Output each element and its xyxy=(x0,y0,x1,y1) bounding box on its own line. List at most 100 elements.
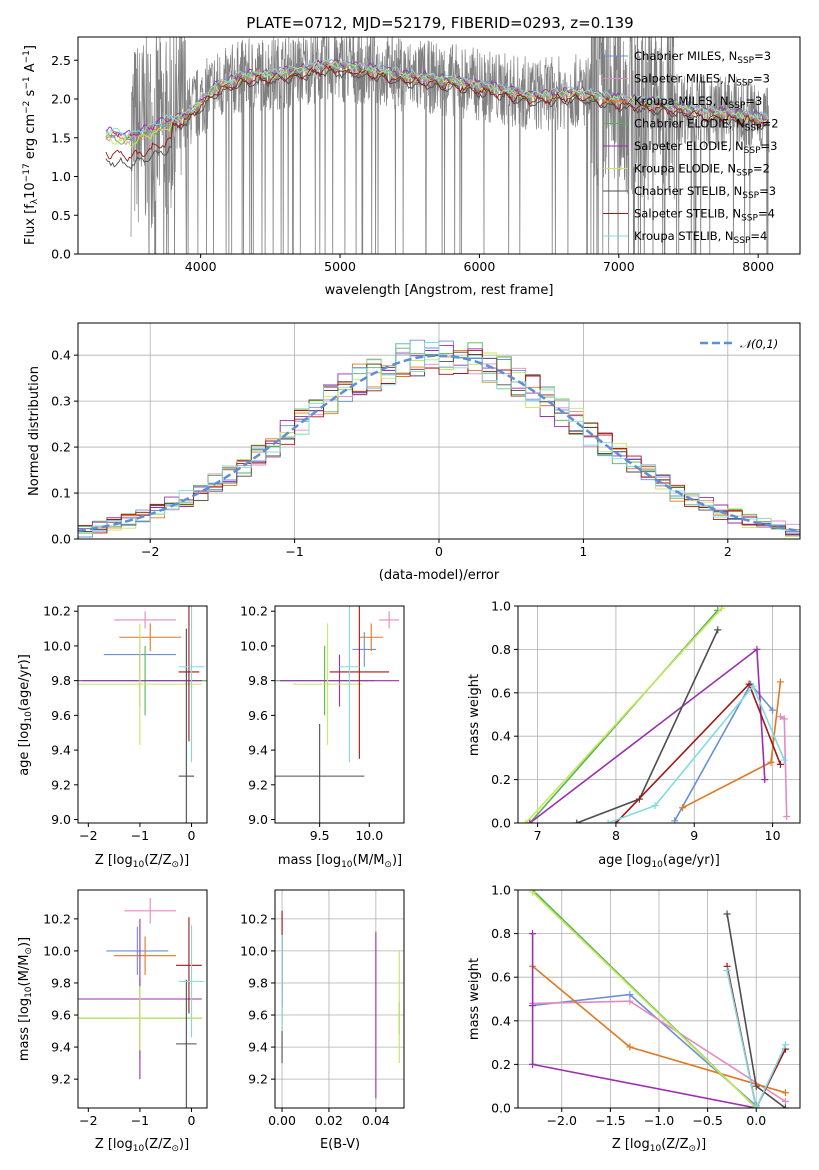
label-part: 10 xyxy=(23,182,38,199)
weight-age-xlabel: age [log10(age/yr)] xyxy=(598,853,720,870)
y-tick-label: 0.8 xyxy=(491,926,511,941)
x-tick-label: −1 xyxy=(285,544,303,559)
y-tick-label: 0.1 xyxy=(51,486,71,501)
y-tick-label: 0.6 xyxy=(491,685,511,700)
label-part: )] xyxy=(392,853,402,868)
y-tick-label: 1.0 xyxy=(491,599,511,614)
label-part: Z [log xyxy=(95,853,133,868)
figure-title: PLATE=0712, MJD=52179, FIBERID=0293, z=0… xyxy=(246,14,633,32)
y-tick-label: 9.4 xyxy=(248,743,268,758)
mass-Z-ylabel: mass [log10(M/M⊙)] xyxy=(17,937,34,1061)
label-part: age/yr xyxy=(17,664,32,706)
normal-curve xyxy=(78,354,800,533)
weight-marker xyxy=(781,1104,789,1108)
y-tick-label: 10.2 xyxy=(240,911,268,926)
x-tick-label: 7 xyxy=(534,828,542,843)
weight-marker xyxy=(529,930,537,938)
label-part: )] xyxy=(696,1137,706,1152)
spectrum-xlabel: wavelength [Angstrom, rest frame] xyxy=(325,283,554,298)
label-part: (data-model)/error xyxy=(379,568,500,583)
y-tick-label: 10.2 xyxy=(43,604,71,619)
y-tick-label: 2.0 xyxy=(51,92,71,107)
label-part: Z/Z xyxy=(149,853,171,868)
label-part: ] xyxy=(23,45,38,50)
label-part: 10 xyxy=(651,860,663,870)
label-part: Chabrier ELODIE, N xyxy=(634,117,745,131)
x-tick-label: 1 xyxy=(579,544,587,559)
mass-EBV-xlabel: E(B-V) xyxy=(320,1137,360,1152)
x-tick-label: 0.00 xyxy=(268,1113,296,1128)
label-part: Salpeter STELIB, N xyxy=(634,207,741,221)
y-tick-label: 9.4 xyxy=(248,1040,268,1055)
residual-xlabel: (data-model)/error xyxy=(379,568,500,583)
label-part: ( xyxy=(17,706,32,711)
x-tick-label: −1 xyxy=(131,828,149,843)
y-tick-label: 1.0 xyxy=(51,169,71,184)
weight-marker xyxy=(769,706,777,714)
y-tick-label: 0.4 xyxy=(491,1013,511,1028)
axes-age_vs_Z: −2 −1 09.09.29.49.69.810.010.2Z [log10(Z/Z… xyxy=(17,604,208,870)
y-tick-label: 9.8 xyxy=(248,975,268,990)
legend-entry-7: Chabrier STELIB, NSSP=3 xyxy=(634,184,776,201)
label-part: ( xyxy=(353,853,358,868)
label-part: Flux [f xyxy=(23,204,38,245)
y-tick-label: 0.2 xyxy=(51,440,71,455)
x-tick-label: 9 xyxy=(690,828,698,843)
x-tick-label: 0 xyxy=(188,828,196,843)
label-part: SSP xyxy=(729,101,746,111)
legend-entry-9: Kroupa STELIB, NSSP=4 xyxy=(634,229,767,246)
weight-marker xyxy=(781,1041,789,1049)
legend-entry-3: Kroupa MILES, NSSP=3 xyxy=(634,94,762,111)
label-part: −17 xyxy=(22,163,32,182)
y-tick-label: 10.0 xyxy=(43,638,71,653)
label-part: =4 xyxy=(750,229,767,243)
label-part: Salpeter MILES, N xyxy=(634,72,736,86)
x-tick-label: 10 xyxy=(765,828,781,843)
weight-Z-ylabel: mass weight xyxy=(467,958,482,1040)
label-part: M/M xyxy=(17,955,32,982)
weight-marker xyxy=(529,890,537,896)
axes-frame xyxy=(274,605,405,824)
label-part: Salpeter ELODIE, N xyxy=(634,139,744,153)
label-part: mass [log xyxy=(17,998,32,1061)
weight-marker xyxy=(753,645,761,653)
x-tick-label: 8000 xyxy=(742,259,774,274)
x-tick-label: −2 xyxy=(79,1113,97,1128)
label-part: Z/Z xyxy=(666,1137,688,1152)
weight-marker xyxy=(651,802,659,810)
weight-marker xyxy=(780,715,788,723)
model-line-8 xyxy=(105,65,769,163)
axes-frame xyxy=(77,889,208,1109)
grid-mass_weight_vs_Z xyxy=(518,889,800,1109)
label-part: ⊙ xyxy=(171,1144,179,1154)
y-tick-label: 0.0 xyxy=(51,532,71,547)
label-part: mass weight xyxy=(467,958,482,1040)
label-part: E(B-V) xyxy=(320,1137,360,1152)
y-tick-label: 10.0 xyxy=(240,943,268,958)
axes-spectrum: 4000 5000 6000 7000 8000 0.0 0.5 1.0 1.5 2.0 2.5 wa… xyxy=(22,36,801,298)
label-part: −1 xyxy=(22,50,32,63)
weight-marker xyxy=(526,819,534,823)
label-part: SSP xyxy=(745,124,762,134)
weight-marker xyxy=(573,819,581,823)
label-part: −2 xyxy=(22,101,32,114)
label-part: SSP xyxy=(736,169,753,179)
label-part: =2 xyxy=(762,117,779,131)
label-part: SSP xyxy=(741,214,758,224)
y-tick-label: 9.8 xyxy=(51,673,71,688)
weight-marker xyxy=(522,819,530,823)
legend-entry-4: Chabrier ELODIE, NSSP=2 xyxy=(634,117,779,134)
label-part: ( xyxy=(663,853,668,868)
label-part: ( xyxy=(144,853,149,868)
weight-marker xyxy=(761,776,769,784)
weight-marker xyxy=(723,967,731,975)
weight-line-6 xyxy=(525,607,723,823)
label-part: mass weight xyxy=(467,674,482,756)
weight-marker xyxy=(776,760,784,768)
weight-marker xyxy=(749,682,757,690)
y-tick-label: 0.0 xyxy=(491,1101,511,1116)
label-part: SSP xyxy=(744,146,761,156)
plot-area-mass_vs_EBV xyxy=(281,910,400,1099)
label-part: 10 xyxy=(650,1144,662,1154)
